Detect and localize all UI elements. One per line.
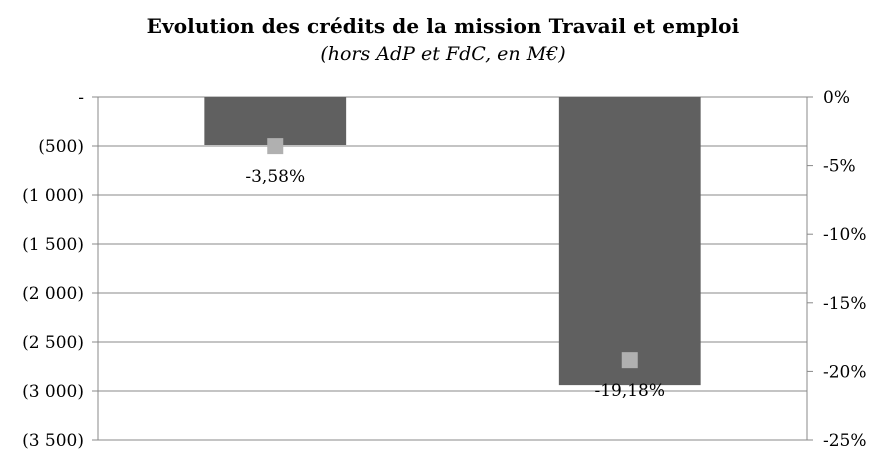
left-tick-label: (3 500) bbox=[22, 431, 84, 451]
left-tick-label: (2 500) bbox=[22, 333, 84, 353]
right-tick-label: -25% bbox=[823, 431, 867, 451]
left-tick-label: (1 000) bbox=[22, 186, 84, 206]
percent-marker bbox=[621, 352, 638, 369]
left-tick-label: (3 000) bbox=[22, 382, 84, 402]
right-tick-label: -5% bbox=[823, 157, 856, 177]
left-tick-label: (2 000) bbox=[22, 284, 84, 304]
right-tick-label: -20% bbox=[823, 362, 867, 382]
percent-marker bbox=[267, 138, 284, 155]
bar bbox=[204, 97, 347, 146]
left-tick-label: (1 500) bbox=[22, 235, 84, 255]
chart-subtitle: (hors AdP et FdC, en M€) bbox=[320, 43, 566, 65]
bar bbox=[558, 97, 701, 386]
right-tick-label: 0% bbox=[823, 88, 850, 108]
right-tick-label: -10% bbox=[823, 225, 867, 245]
chart-title: Evolution des crédits de la mission Trav… bbox=[146, 14, 740, 38]
left-tick-label: (500) bbox=[38, 137, 84, 157]
percent-data-label: -3,58% bbox=[245, 167, 305, 187]
right-tick-label: -15% bbox=[823, 294, 867, 314]
percent-data-label: -19,18% bbox=[594, 381, 665, 401]
left-tick-label: - bbox=[78, 88, 84, 108]
